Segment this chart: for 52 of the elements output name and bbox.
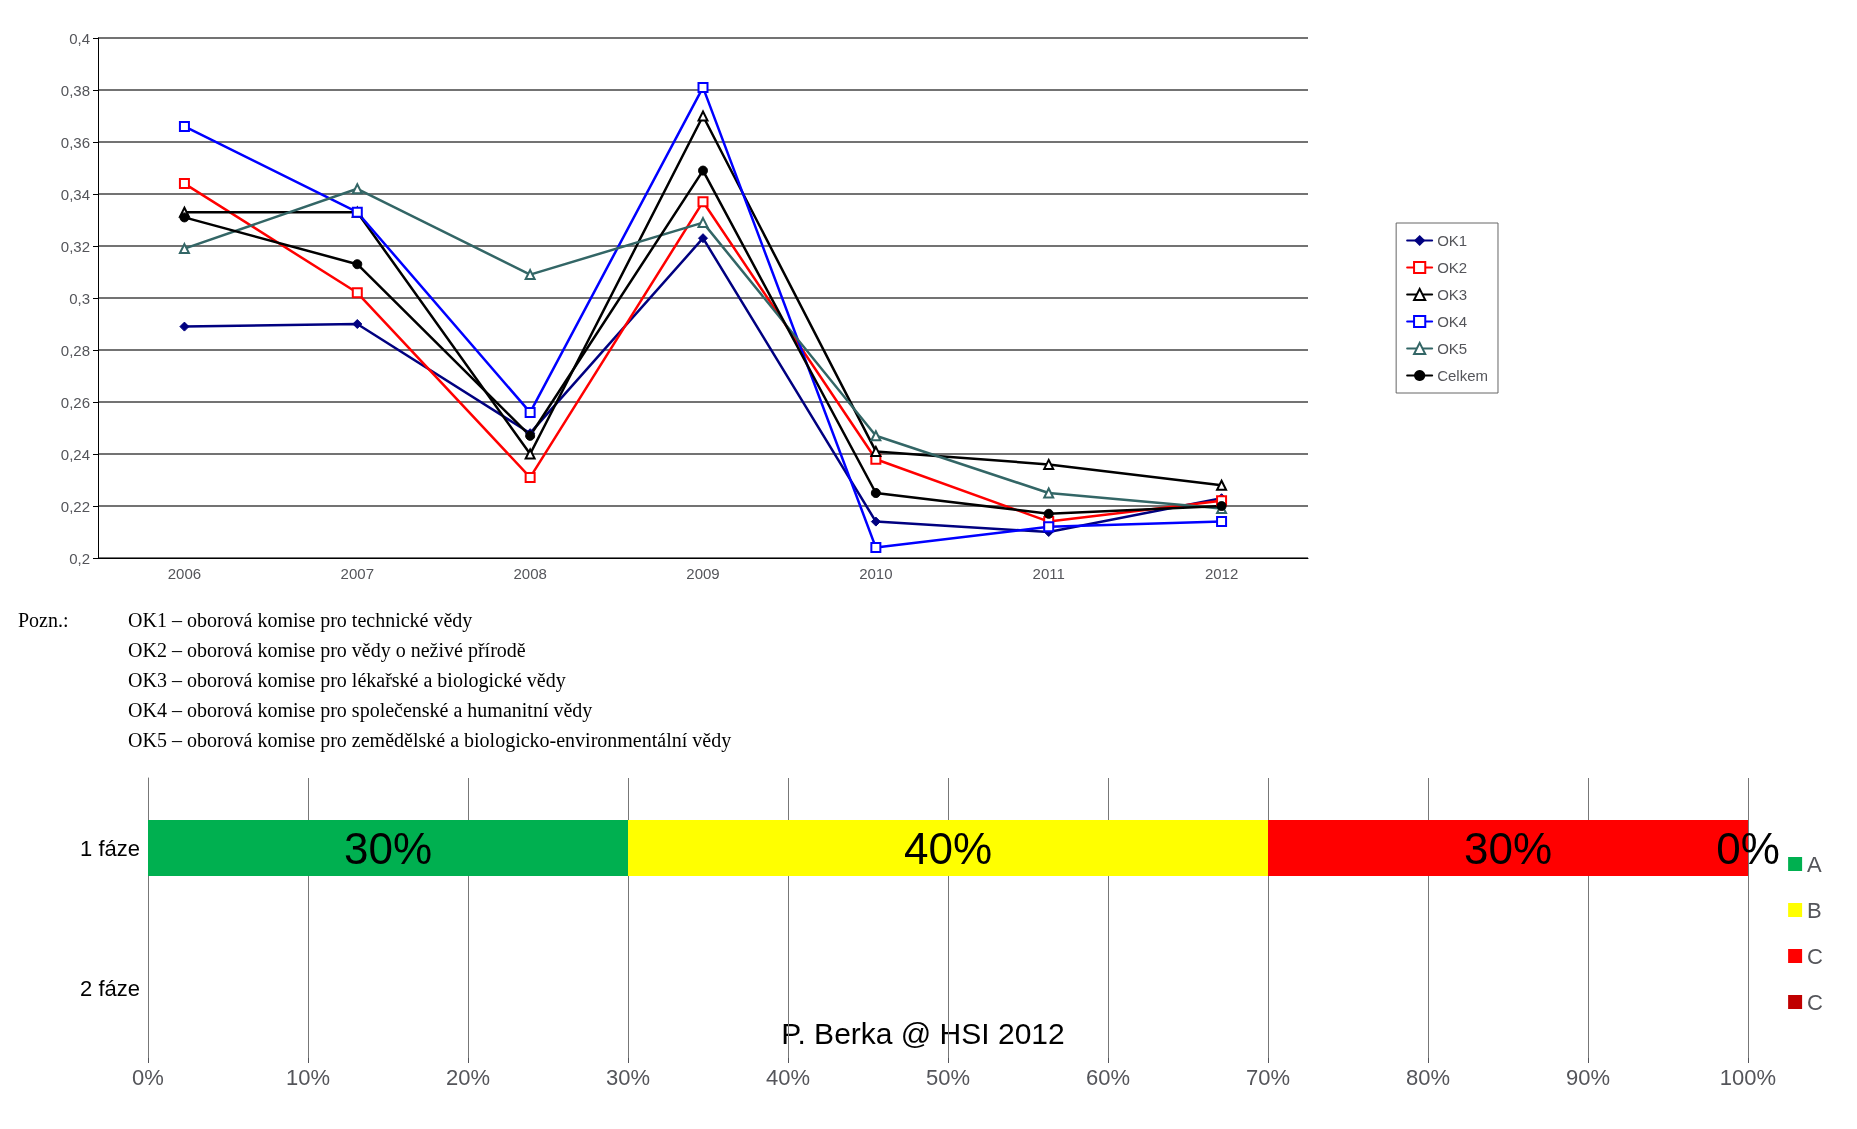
x-tick-label: 2007 — [340, 565, 374, 582]
legend-label: Celkem — [1437, 367, 1489, 384]
legend-label: C — [1807, 989, 1824, 1015]
legend-label: OK5 — [1437, 340, 1468, 357]
x-tick-label: 2011 — [1032, 565, 1065, 582]
text: OK5 – oborová komise pro zemědělské a biologicko-environmentální vědy — [128, 728, 733, 754]
x-tick-label: 2008 — [513, 565, 547, 582]
x-tick-label: 0% — [132, 1064, 164, 1090]
annotation: P. Berka @ HSI 2012 — [781, 1016, 1065, 1050]
x-tick-label: 20% — [445, 1064, 491, 1090]
x-tick-label: 50% — [925, 1064, 971, 1090]
x-tick-label: 30% — [605, 1064, 651, 1090]
x-tick-label: 80% — [1405, 1064, 1451, 1090]
y-tick-label: 1 fáze — [80, 835, 140, 861]
x-tick-label: 40% — [765, 1064, 811, 1090]
y-tick-label: 0,24 — [60, 445, 90, 463]
x-tick-label: 10% — [285, 1064, 331, 1090]
y-tick-label: 2 fáze — [80, 975, 140, 1001]
legend-label: C — [1807, 943, 1824, 969]
legend-label: OK3 — [1437, 286, 1468, 303]
text: OK4 – oborová komise pro společenské a humanitní vědy — [128, 698, 594, 724]
y-tick-label: 0,34 — [60, 185, 90, 203]
y-tick-label: 0,4 — [69, 29, 90, 47]
y-tick-label: 0,26 — [60, 393, 90, 411]
y-tick-label: 0,2 — [69, 549, 90, 567]
legend-label: B — [1807, 897, 1822, 923]
data-label: 30% — [1463, 823, 1553, 873]
y-tick-label: 0,38 — [60, 81, 90, 99]
data-label: 40% — [903, 823, 993, 873]
y-tick-label: 0,28 — [60, 341, 90, 359]
text: OK2 – oborová komise pro vědy o neživé přírodě — [128, 638, 527, 664]
data-label: 0% — [1716, 823, 1780, 873]
text: Pozn.: — [18, 608, 70, 633]
legend-label: OK4 — [1437, 313, 1468, 330]
x-tick-label: 100% — [1719, 1064, 1777, 1090]
x-tick-label: 2010 — [859, 565, 893, 582]
legend-label: A — [1807, 851, 1823, 877]
text: OK3 – oborová komise pro lékařské a biologické vědy — [128, 668, 567, 694]
legend-label: OK1 — [1437, 232, 1468, 249]
y-tick-label: 0,36 — [60, 133, 90, 151]
x-tick-label: 2006 — [167, 565, 202, 582]
data-label: 30% — [343, 823, 433, 873]
y-tick-label: 0,3 — [69, 289, 90, 307]
x-tick-label: 2009 — [686, 565, 720, 582]
y-tick-label: 0,22 — [60, 497, 90, 515]
x-tick-label: 70% — [1245, 1064, 1291, 1090]
x-tick-label: 90% — [1565, 1064, 1611, 1090]
y-tick-label: 0,32 — [60, 237, 90, 255]
x-tick-label: 60% — [1085, 1064, 1131, 1090]
text: OK1 – oborová komise pro technické vědy — [128, 608, 474, 634]
legend-label: OK2 — [1437, 259, 1468, 276]
x-tick-label: 2012 — [1204, 565, 1239, 582]
